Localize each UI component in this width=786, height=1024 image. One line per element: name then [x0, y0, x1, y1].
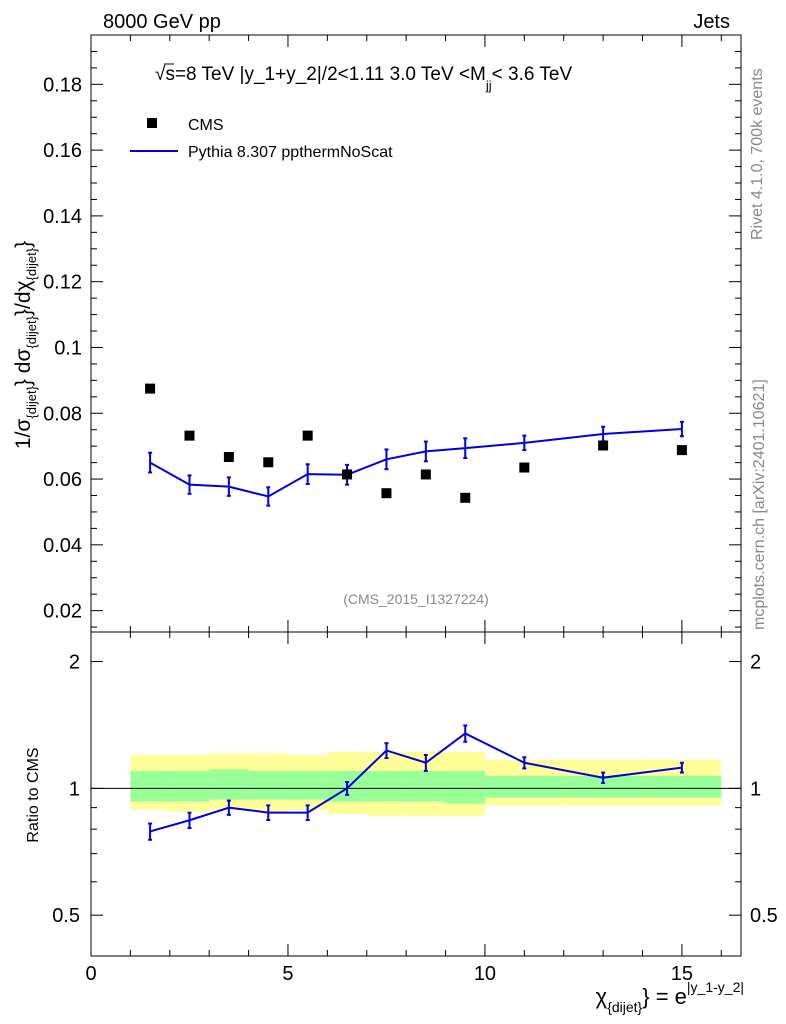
ratio-band-inner — [406, 770, 446, 802]
ratio-x-ticks — [90, 632, 722, 956]
main-y-tick-label: 0.18 — [43, 74, 82, 96]
main-panel: 0.02 0.04 0.06 0.08 0.1 0.12 0.14 0.16 0.18 √s=8… — [43, 34, 742, 633]
plot-title: √s=8 TeV |y_1+y_2|/2<1.11 3.0 TeV <Mjj< … — [155, 64, 572, 93]
ratio-y-label: Ratio to CMS — [25, 747, 42, 842]
ratio-y-tick-label-left: 1 — [69, 778, 80, 800]
x-tick-label: 0 — [85, 963, 96, 985]
cms-point — [184, 430, 195, 441]
cms-point — [598, 440, 609, 451]
ylabel-part-f: {dijet} — [24, 247, 39, 280]
main-y-tick-label: 0.02 — [43, 601, 82, 623]
ratio-band-inner — [366, 770, 407, 802]
ylabel-part-e: }/dχ — [12, 280, 35, 316]
title-sqrt: √ — [155, 64, 166, 85]
xlabel-eq: } = e — [642, 984, 687, 1009]
mc-series-ratio — [148, 724, 684, 841]
ratio-band-inner — [445, 770, 485, 804]
ylabel-part-c: } dσ — [12, 349, 35, 387]
ratio-band-inner — [642, 775, 722, 798]
x-tick-label: 10 — [474, 963, 496, 985]
ylabel-part-d: {dijet} — [24, 315, 39, 348]
x-axis-label: χ{dijet}} = e|y_1-y_2| — [596, 979, 744, 1015]
main-y-tick-label: 0.04 — [43, 535, 82, 557]
title-tail: < 3.6 TeV — [492, 64, 573, 85]
ratio-band-inner — [209, 769, 249, 800]
cms-series-main — [145, 383, 687, 503]
ratio-band-inner — [169, 770, 210, 802]
ratio-frame — [90, 631, 742, 957]
cms-point — [302, 430, 313, 441]
ratio-band-inner — [484, 775, 564, 798]
legend-cms-marker — [147, 118, 157, 128]
ylabel-part-a: 1/σ — [12, 419, 35, 450]
legend-mc-label: Pythia 8.307 ppthermNoScat — [188, 144, 393, 161]
ratio-band-inner — [130, 770, 170, 802]
ratio-y-tick-label-right: 1 — [750, 778, 761, 800]
mcplots-label: mcplots.cern.ch [arXiv:2401.10621] — [751, 379, 768, 630]
mc-main-line — [149, 428, 682, 498]
header-right-label: Jets — [693, 11, 730, 33]
main-y-tick-label: 0.1 — [54, 337, 82, 359]
ratio-y-tick-label-left: 0.5 — [52, 905, 80, 927]
ratio-panel: 0.5 0.5 1 1 2 2 — [52, 631, 778, 957]
ratio-band-inner — [287, 770, 328, 800]
ratio-y-tick-label-right: 0.5 — [750, 905, 778, 927]
cms-point — [460, 492, 471, 503]
cms-point — [381, 488, 392, 499]
cms-point — [263, 457, 274, 468]
mc-series-main — [148, 420, 684, 507]
legend: CMS Pythia 8.307 ppthermNoScat — [130, 117, 393, 161]
x-tick-label: 15 — [671, 963, 693, 985]
ratio-y-tick-label-left: 2 — [69, 652, 80, 674]
xlabel-chi: χ — [596, 984, 608, 1009]
main-y-tick-label: 0.16 — [43, 140, 82, 162]
ratio-band-inner — [563, 775, 643, 798]
cms-point — [342, 469, 353, 480]
main-y-tick-label: 0.12 — [43, 272, 82, 294]
ratio-uncertainty-bands — [130, 751, 722, 816]
cms-point — [420, 469, 431, 480]
title-energy: s=8 TeV |y_1+y_2|/2<1.11 3.0 TeV <M — [165, 64, 485, 85]
xlabel-sup: |y_1-y_2| — [687, 979, 744, 995]
header-left-label: 8000 GeV pp — [103, 11, 221, 33]
title-sub: jj — [485, 78, 492, 93]
ylabel-part-b: {dijet} — [24, 385, 39, 418]
legend-cms-label: CMS — [188, 117, 224, 134]
main-y-tick-label: 0.06 — [43, 469, 82, 491]
main-y-tick-label: 0.08 — [43, 403, 82, 425]
xlabel-sub: {dijet} — [607, 999, 642, 1015]
cms-point — [223, 452, 234, 463]
cms-point — [145, 383, 156, 394]
ylabel-part-g: } — [12, 241, 35, 248]
cms-point — [519, 462, 530, 473]
x-tick-labels: 0 5 10 15 — [85, 963, 693, 985]
main-x-ticks — [90, 35, 722, 632]
cms-point — [676, 445, 687, 456]
ratio-y-ticks: 0.5 0.5 1 1 2 2 — [52, 652, 778, 957]
mc-ratio-line — [149, 732, 683, 833]
main-y-label: 1/σ{dijet}} dσ{dijet}}/dχ{dijet}} — [12, 241, 39, 449]
main-y-ticks: 0.02 0.04 0.06 0.08 0.1 0.12 0.14 0.16 0.18 — [43, 34, 741, 628]
main-y-tick-label: 0.14 — [43, 206, 82, 228]
analysis-watermark: (CMS_2015_I1327224) — [343, 591, 489, 607]
rivet-label: Rivet 4.1.0, 700k events — [749, 68, 766, 240]
x-tick-label: 5 — [282, 963, 293, 985]
ratio-y-tick-label-right: 2 — [750, 652, 761, 674]
ratio-band-inner — [248, 770, 288, 800]
